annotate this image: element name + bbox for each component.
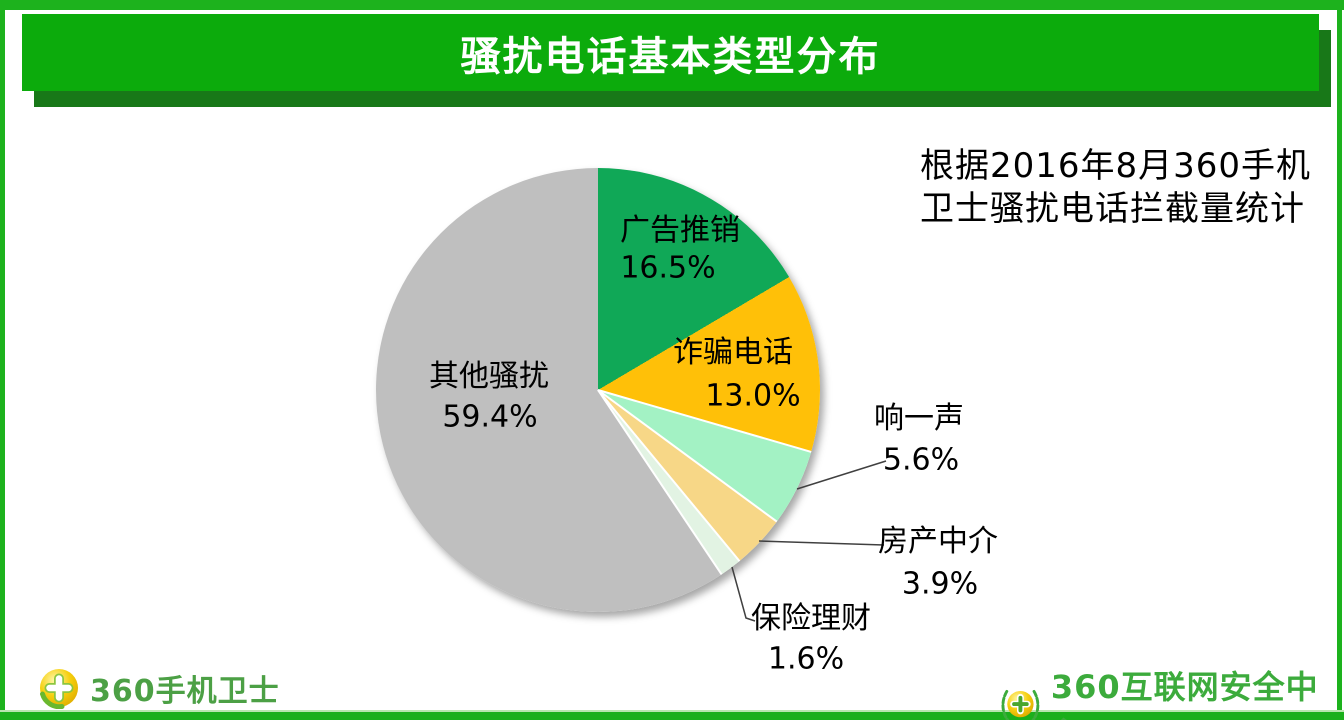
pie-label-3-pct: 3.9% <box>901 566 979 602</box>
360-mobile-guard-icon <box>40 669 78 709</box>
pie-label-2-name: 响一声 <box>874 401 964 436</box>
pie-label-0-name: 广告推销 <box>620 213 740 248</box>
title-banner: 骚扰电话基本类型分布 <box>22 14 1319 91</box>
source-note: 根据2016年8月360手机 卫士骚扰电话拦截量统计 <box>920 145 1311 231</box>
source-note-line2: 卫士骚扰电话拦截量统计 <box>920 189 1305 229</box>
pie-label-5-pct: 59.4% <box>442 399 538 435</box>
360-security-center-icon <box>1001 689 1040 720</box>
page-title: 骚扰电话基本类型分布 <box>460 33 881 80</box>
frame-right-border <box>1337 0 1342 720</box>
frame-bottom-border <box>0 710 1344 720</box>
pie-label-1-name: 诈骗电话 <box>673 335 793 370</box>
source-note-line1: 根据2016年8月360手机 <box>920 146 1312 186</box>
footer-right-logo-text: 360互联网安全中心 <box>1050 668 1319 720</box>
pie-label-3-name: 房产中介 <box>878 524 998 559</box>
leader-line-slice-2 <box>796 460 887 490</box>
pie-label-1-pct: 13.0% <box>705 378 801 414</box>
pie-label-2-pct: 5.6% <box>882 442 960 478</box>
leader-line-slice-3 <box>758 540 885 546</box>
footer-left-logo: 360手机卫士 <box>38 666 280 710</box>
footer-left-logo-text: 360手机卫士 <box>90 674 280 709</box>
frame-top-border <box>0 0 1344 10</box>
pie-label-5-name: 其他骚扰 <box>429 359 549 394</box>
frame-left-border <box>0 0 5 720</box>
footer-right-logo: 360互联网安全中心 <box>998 662 1344 720</box>
pie-label-4-pct: 1.6% <box>767 641 845 677</box>
pie-label-4-name: 保险理财 <box>751 601 871 636</box>
pie-label-0-pct: 16.5% <box>620 250 716 286</box>
